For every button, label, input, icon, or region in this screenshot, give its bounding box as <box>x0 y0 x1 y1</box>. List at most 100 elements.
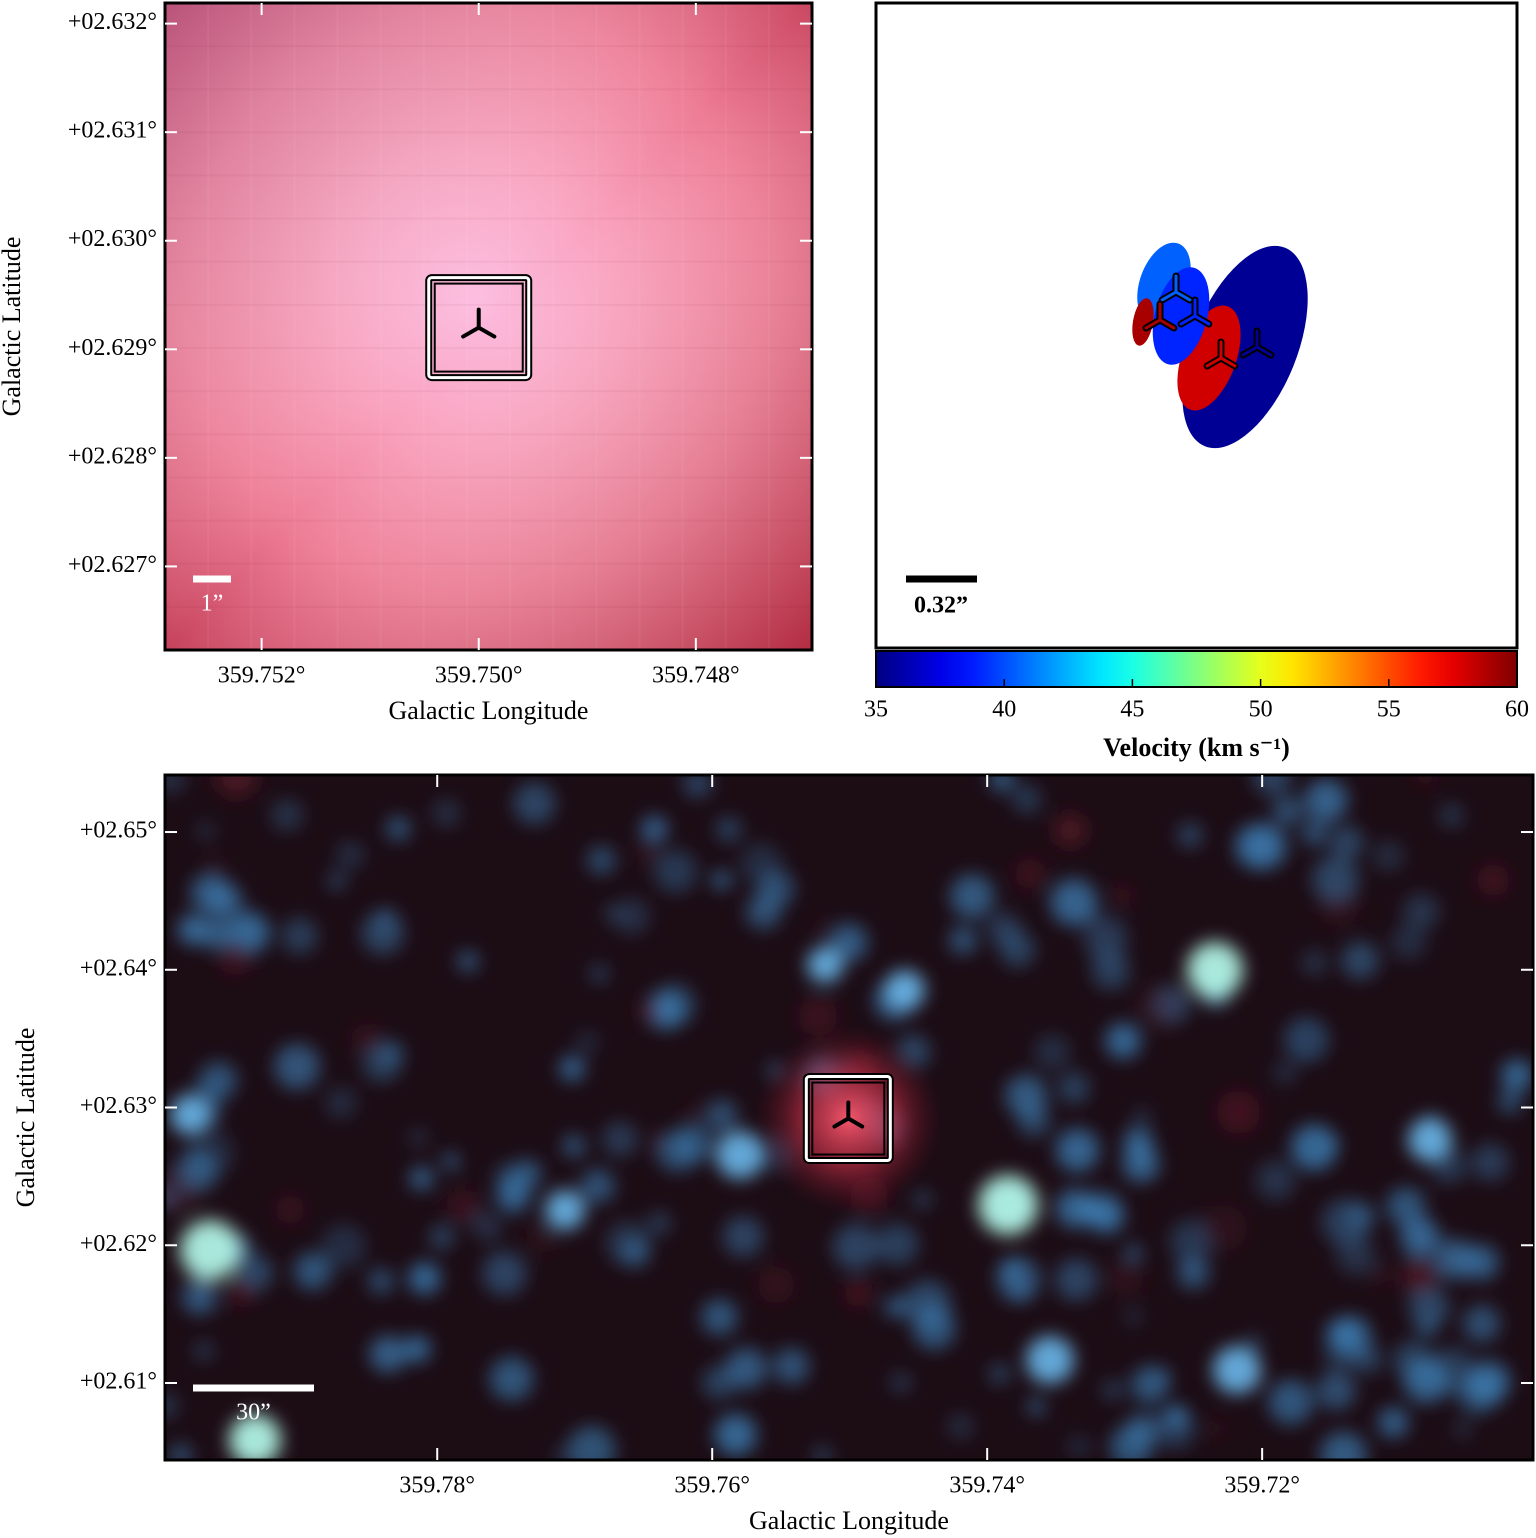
star <box>1164 1404 1189 1429</box>
source-marker <box>425 274 533 382</box>
image-shade <box>165 3 812 650</box>
star <box>1244 1334 1263 1352</box>
star <box>1273 1061 1297 1085</box>
star <box>193 1341 214 1361</box>
star <box>1330 825 1364 859</box>
star <box>274 1043 321 1090</box>
star <box>196 821 216 841</box>
star <box>1053 813 1088 848</box>
y-tick-label: +02.64° <box>80 955 157 981</box>
star <box>1301 820 1328 847</box>
star <box>1034 1034 1071 1071</box>
star <box>335 840 365 870</box>
star-field <box>165 775 1533 1460</box>
star <box>351 1023 382 1055</box>
star <box>715 816 742 843</box>
star <box>683 775 712 798</box>
bright-star <box>1213 1346 1261 1394</box>
star <box>832 1223 879 1270</box>
star <box>1471 1143 1510 1182</box>
star <box>1137 986 1181 1030</box>
star <box>1408 1287 1450 1328</box>
star <box>1017 1103 1051 1137</box>
star <box>293 1252 332 1291</box>
star <box>757 1266 795 1304</box>
x-tick-label: 359.78° <box>399 1473 475 1499</box>
marker-arm <box>1205 356 1223 368</box>
star <box>912 1306 956 1350</box>
y-axis-label: Galactic Latitude <box>0 237 26 417</box>
star <box>602 1121 638 1158</box>
star <box>206 858 225 878</box>
marker-arm <box>1193 314 1211 326</box>
colorbar-tick-label: 45 <box>1120 697 1144 723</box>
star <box>1272 795 1303 826</box>
star <box>1290 1124 1338 1171</box>
star <box>989 1363 1010 1384</box>
star <box>1200 1204 1248 1252</box>
star <box>1400 1217 1440 1257</box>
colorbar-tick-label: 40 <box>992 697 1016 723</box>
marker-box <box>427 276 531 380</box>
star <box>1000 1258 1022 1280</box>
star <box>1320 1431 1367 1460</box>
star <box>1055 1128 1100 1172</box>
y-tick-label: +02.65° <box>80 818 157 844</box>
star <box>385 816 411 841</box>
star <box>361 911 405 955</box>
star <box>948 926 978 955</box>
star <box>362 1044 401 1083</box>
star <box>1435 1239 1476 1280</box>
star <box>403 1335 431 1363</box>
star <box>513 782 556 825</box>
star <box>705 1099 738 1132</box>
star <box>575 1031 599 1054</box>
star <box>613 898 650 935</box>
star <box>1014 858 1046 890</box>
star <box>1255 1160 1296 1201</box>
star <box>640 815 668 843</box>
star <box>457 951 479 972</box>
y-tick-label: +02.630° <box>68 226 157 252</box>
y-axis-label: Galactic Latitude <box>11 1028 40 1208</box>
star <box>408 1128 429 1148</box>
bright-star <box>1026 1336 1074 1384</box>
star <box>653 849 698 894</box>
colorbar <box>875 650 1518 688</box>
star <box>890 1372 912 1393</box>
spot-marker <box>1142 300 1178 332</box>
star <box>1476 863 1510 897</box>
star <box>1457 1373 1499 1415</box>
star <box>209 883 244 918</box>
star <box>409 1166 434 1191</box>
star <box>1131 1365 1169 1404</box>
star <box>1336 1235 1377 1276</box>
marker-arm <box>832 1116 851 1129</box>
x-tick-label: 359.74° <box>949 1473 1025 1499</box>
y-tick-label: +02.632° <box>68 9 157 35</box>
colorbar-tick-label: 55 <box>1377 697 1401 723</box>
spot-marker <box>1158 272 1194 304</box>
star <box>472 1211 503 1242</box>
star <box>684 1103 705 1124</box>
plot-frame <box>163 773 1535 1462</box>
star <box>1125 1308 1142 1325</box>
star <box>188 1129 234 1176</box>
star <box>1177 822 1203 848</box>
star <box>1311 855 1359 903</box>
marker-arm <box>1160 290 1178 302</box>
star <box>1390 924 1427 960</box>
star <box>321 1223 367 1269</box>
x-tick-label: 359.748° <box>652 663 740 689</box>
star <box>1386 1187 1426 1226</box>
star <box>947 1413 974 1440</box>
marker-arm <box>1179 314 1197 326</box>
marker-box <box>811 1081 886 1156</box>
star <box>1268 1379 1314 1425</box>
star <box>829 923 868 962</box>
x-axis-label: Galactic Longitude <box>389 696 589 725</box>
marker-arm <box>461 325 481 339</box>
star <box>725 1347 767 1390</box>
